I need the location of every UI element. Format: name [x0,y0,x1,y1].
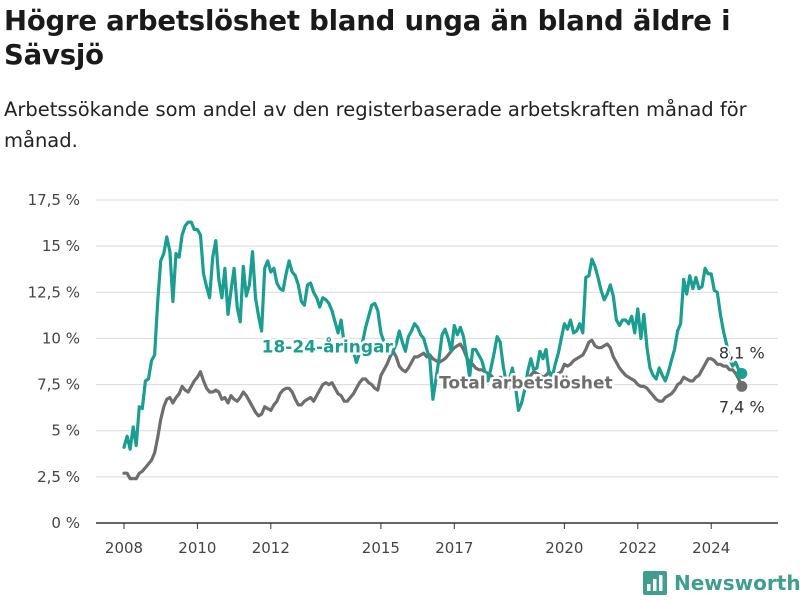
series-end-marker [736,367,748,379]
series-labels: 18-24-åringar Total arbetslöshet 8,1 % 7,4 … [259,333,767,419]
series-lines [122,220,748,481]
x-tick-label: 2022 [619,539,657,557]
x-tick-label: 2012 [252,539,290,557]
series-name-label: Total arbetslöshet [439,373,613,393]
y-tick-label: 2,5 % [37,468,80,486]
x-tick-label: 2010 [178,539,216,557]
x-axis-tick-labels: 2008 2010 2012 2015 2017 2020 2022 2024 [105,539,730,557]
bar-chart-logo-icon [643,571,667,595]
x-tick-label: 2015 [362,539,400,557]
y-tick-label: 7,5 % [37,376,80,394]
series-name-label: 18-24-åringar [262,335,394,357]
y-tick-label: 17,5 % [28,191,80,209]
series-line [122,220,744,451]
y-tick-label: 5 % [51,422,80,440]
x-tick-label: 2017 [435,539,473,557]
y-tick-label: 15 % [42,237,80,255]
y-tick-label: 10 % [42,329,80,347]
series-end-marker [736,380,748,392]
x-tick-label: 2024 [692,539,730,557]
page-title: Högre arbetslöshet bland unga än bland ä… [4,5,731,71]
brand-logo: Newsworthy [643,568,800,598]
y-axis-tick-labels: 0 % 2,5 % 5 % 7,5 % 10 % 12,5 % 15 % 17,5 % [28,191,80,532]
x-tick-label: 2008 [105,539,143,557]
y-tick-label: 12,5 % [28,283,80,301]
grid-lines [96,199,778,529]
brand-name: Newsworthy [674,571,800,595]
page-subtitle: Arbetssökande som andel av den registerb… [4,98,747,152]
series-end-value-label: 7,4 % [719,397,765,416]
y-tick-label: 0 % [51,514,80,532]
series-end-value-label: 8,1 % [719,343,765,362]
series-line [122,338,744,481]
x-tick-label: 2020 [545,539,583,557]
